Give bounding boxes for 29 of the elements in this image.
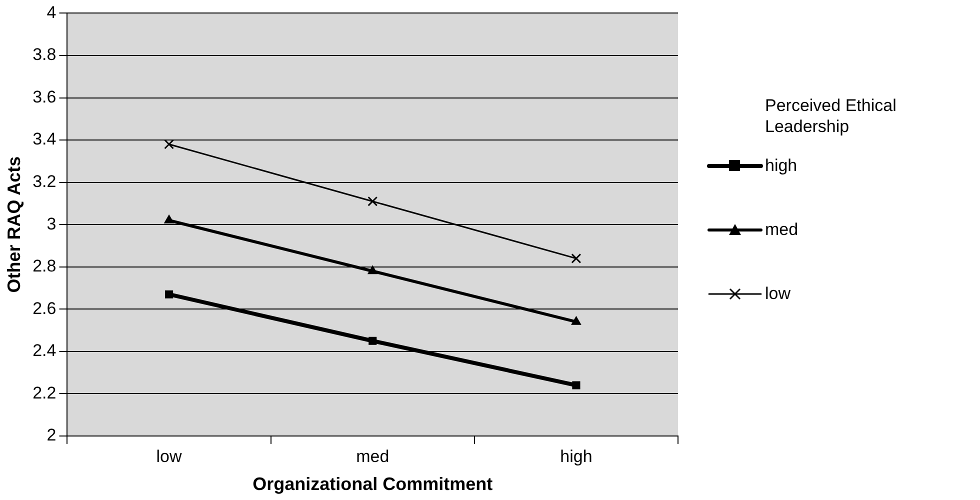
y-tick-label: 2.4	[32, 341, 56, 360]
y-tick-label: 2.2	[32, 383, 56, 402]
y-tick-label: 2.8	[32, 256, 56, 276]
y-tick-label: 2.6	[32, 298, 56, 318]
point	[368, 266, 378, 274]
y-tick-label: 3.2	[32, 172, 56, 192]
legend-label: high	[765, 156, 798, 176]
point	[571, 253, 582, 264]
x-tick-label: low	[156, 446, 182, 466]
legend-label: low	[765, 284, 791, 304]
legend-title: Perceived Ethical Leadership	[764, 95, 898, 137]
point	[164, 290, 174, 298]
y-tick-label: 2	[46, 426, 56, 445]
legend-label: med	[765, 220, 798, 240]
point	[164, 139, 174, 150]
point	[164, 214, 174, 224]
y-axis-title: Other RAQ Acts	[4, 156, 24, 293]
point	[572, 381, 580, 390]
y-tick-label: 3.4	[32, 130, 56, 149]
y-tick-label: 3.6	[32, 87, 56, 106]
y-tick-label: 3.8	[32, 45, 56, 64]
point	[571, 316, 582, 325]
y-tick-label: 4	[46, 2, 56, 22]
x-tick-label: high	[560, 446, 592, 466]
point	[368, 196, 378, 206]
x-tick-label: med	[356, 446, 390, 466]
point	[368, 336, 377, 345]
y-tick-label: 3	[46, 214, 56, 234]
x-axis-title: Organizational Commitment	[252, 474, 493, 494]
